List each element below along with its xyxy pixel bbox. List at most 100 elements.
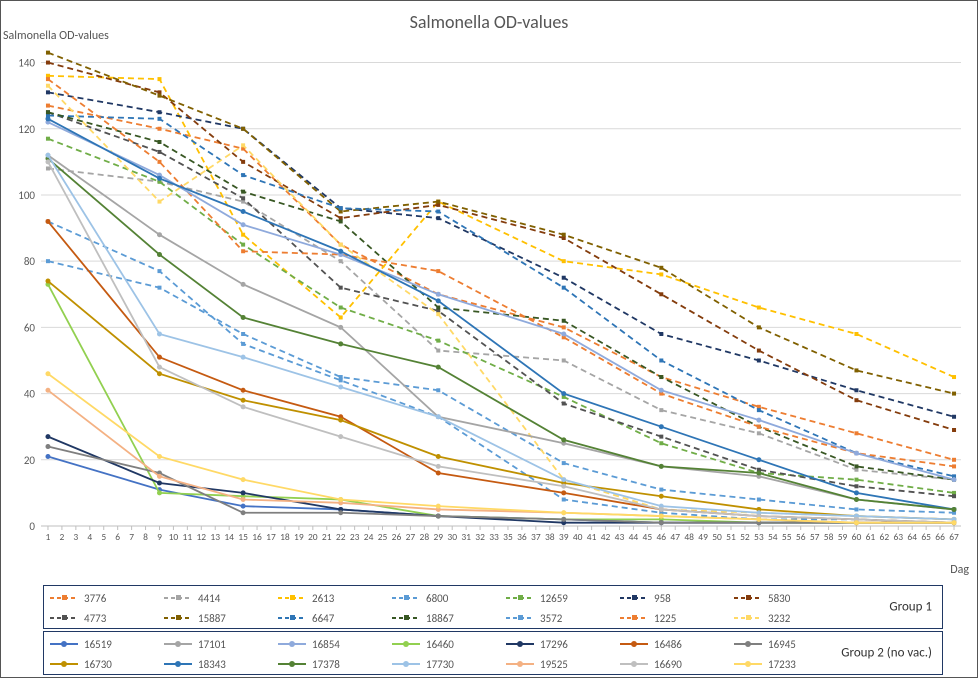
svg-text:47: 47 bbox=[670, 531, 680, 543]
svg-text:55: 55 bbox=[782, 531, 792, 543]
legend-swatch bbox=[392, 639, 420, 649]
legend-item: 19525 bbox=[500, 658, 614, 671]
legend-swatch bbox=[278, 593, 306, 603]
svg-text:51: 51 bbox=[726, 531, 736, 543]
legend-swatch bbox=[50, 639, 78, 649]
legend-item-label: 17296 bbox=[540, 638, 568, 651]
legend-swatch bbox=[278, 659, 306, 669]
svg-text:80: 80 bbox=[24, 255, 36, 268]
legend-item: 16854 bbox=[272, 638, 386, 651]
legend-swatch bbox=[278, 639, 306, 649]
svg-text:16: 16 bbox=[252, 531, 262, 543]
svg-text:9: 9 bbox=[157, 531, 162, 543]
legend-item: 4414 bbox=[158, 592, 272, 605]
legend-item: 1225 bbox=[614, 612, 728, 625]
legend-item: 18343 bbox=[158, 658, 272, 671]
legend-item: 6647 bbox=[272, 612, 386, 625]
legend-item: 5830 bbox=[728, 592, 842, 605]
svg-text:5: 5 bbox=[101, 531, 106, 543]
legend-item: 958 bbox=[614, 592, 728, 605]
legend-item-label: 12659 bbox=[540, 592, 568, 605]
svg-text:36: 36 bbox=[517, 531, 527, 543]
plot-area: 0204060801001201401234567891011121314151… bbox=[41, 46, 961, 526]
legend-item-label: 3776 bbox=[84, 592, 106, 605]
svg-text:61: 61 bbox=[866, 531, 876, 543]
chart-svg: 0204060801001201401234567891011121314151… bbox=[41, 46, 961, 526]
legend-swatch bbox=[620, 593, 648, 603]
svg-text:31: 31 bbox=[461, 531, 471, 543]
svg-text:63: 63 bbox=[893, 531, 903, 543]
svg-text:18: 18 bbox=[280, 531, 290, 543]
legend-item: 16730 bbox=[44, 658, 158, 671]
legend-item-label: 6800 bbox=[426, 592, 448, 605]
svg-text:60: 60 bbox=[852, 531, 862, 543]
svg-text:32: 32 bbox=[475, 531, 485, 543]
svg-text:58: 58 bbox=[824, 531, 834, 543]
legend-swatch bbox=[506, 593, 534, 603]
svg-text:59: 59 bbox=[838, 531, 848, 543]
legend-swatch bbox=[734, 593, 762, 603]
legend-item: 18867 bbox=[386, 612, 500, 625]
legend-item-label: 16854 bbox=[312, 638, 340, 651]
legend-swatch bbox=[620, 613, 648, 623]
legend-swatch bbox=[392, 593, 420, 603]
legend-item-label: 1225 bbox=[654, 612, 676, 625]
legend-item: 12659 bbox=[500, 592, 614, 605]
svg-text:38: 38 bbox=[545, 531, 555, 543]
legend-item: 16486 bbox=[614, 638, 728, 651]
svg-text:22: 22 bbox=[336, 531, 346, 543]
svg-text:30: 30 bbox=[447, 531, 457, 543]
legend-group-label: Group 1 bbox=[869, 600, 932, 615]
legend-swatch bbox=[734, 659, 762, 669]
svg-text:28: 28 bbox=[420, 531, 430, 543]
legend-item: 17378 bbox=[272, 658, 386, 671]
svg-text:11: 11 bbox=[183, 531, 193, 543]
svg-text:44: 44 bbox=[629, 531, 639, 543]
legend-swatch bbox=[506, 639, 534, 649]
legend-item-label: 5830 bbox=[768, 592, 790, 605]
svg-text:65: 65 bbox=[921, 531, 931, 543]
legend-item: 16690 bbox=[614, 658, 728, 671]
svg-text:37: 37 bbox=[531, 531, 541, 543]
svg-text:1: 1 bbox=[46, 531, 51, 543]
svg-text:19: 19 bbox=[294, 531, 304, 543]
legend-swatch bbox=[164, 593, 192, 603]
svg-text:40: 40 bbox=[573, 531, 583, 543]
legend-swatch bbox=[50, 659, 78, 669]
legend-item-label: 6647 bbox=[312, 612, 334, 625]
legend-item-label: 958 bbox=[654, 592, 671, 605]
legend-group-label: Group 2 (no vac.) bbox=[821, 646, 932, 661]
legend-swatch bbox=[164, 613, 192, 623]
svg-text:57: 57 bbox=[810, 531, 820, 543]
svg-text:7: 7 bbox=[129, 531, 134, 543]
svg-text:8: 8 bbox=[143, 531, 148, 543]
svg-text:17: 17 bbox=[266, 531, 276, 543]
legend-item: 17296 bbox=[500, 638, 614, 651]
legend-item-label: 17101 bbox=[198, 638, 226, 651]
legend-item-label: 4773 bbox=[84, 612, 106, 625]
legend-item-label: 16519 bbox=[84, 638, 112, 651]
legend-item-label: 16730 bbox=[84, 658, 112, 671]
svg-text:10: 10 bbox=[169, 531, 179, 543]
y-axis-title: Salmonella OD-values bbox=[3, 29, 109, 43]
svg-text:120: 120 bbox=[18, 123, 35, 136]
legend-row: 16519171011685416460172961648616945 bbox=[44, 634, 942, 654]
svg-text:62: 62 bbox=[880, 531, 890, 543]
svg-text:4: 4 bbox=[87, 531, 92, 543]
svg-text:12: 12 bbox=[196, 531, 206, 543]
legend-item-label: 19525 bbox=[540, 658, 568, 671]
legend-swatch bbox=[392, 659, 420, 669]
svg-text:43: 43 bbox=[615, 531, 625, 543]
legend-item-label: 17233 bbox=[768, 658, 796, 671]
legend-row: 477315887664718867357212253232 bbox=[44, 608, 942, 628]
svg-text:64: 64 bbox=[907, 531, 917, 543]
legend-item-label: 16486 bbox=[654, 638, 682, 651]
chart-container: Salmonella OD-values Salmonella OD-value… bbox=[0, 0, 978, 678]
legend-item: 16460 bbox=[386, 638, 500, 651]
legend-swatch bbox=[164, 659, 192, 669]
svg-text:52: 52 bbox=[740, 531, 750, 543]
legend-swatch bbox=[620, 659, 648, 669]
svg-text:40: 40 bbox=[24, 388, 36, 401]
svg-text:35: 35 bbox=[503, 531, 513, 543]
svg-text:6: 6 bbox=[115, 531, 120, 543]
